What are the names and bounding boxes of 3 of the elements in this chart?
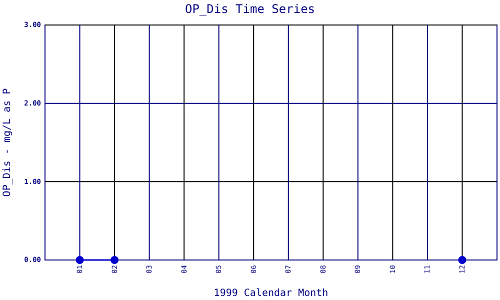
chart-title: OP_Dis Time Series: [184, 2, 316, 16]
y-axis-title: OP_Dis - mg/L as P: [2, 88, 13, 197]
x-axis-title: 1999 Calendar Month: [214, 288, 328, 299]
